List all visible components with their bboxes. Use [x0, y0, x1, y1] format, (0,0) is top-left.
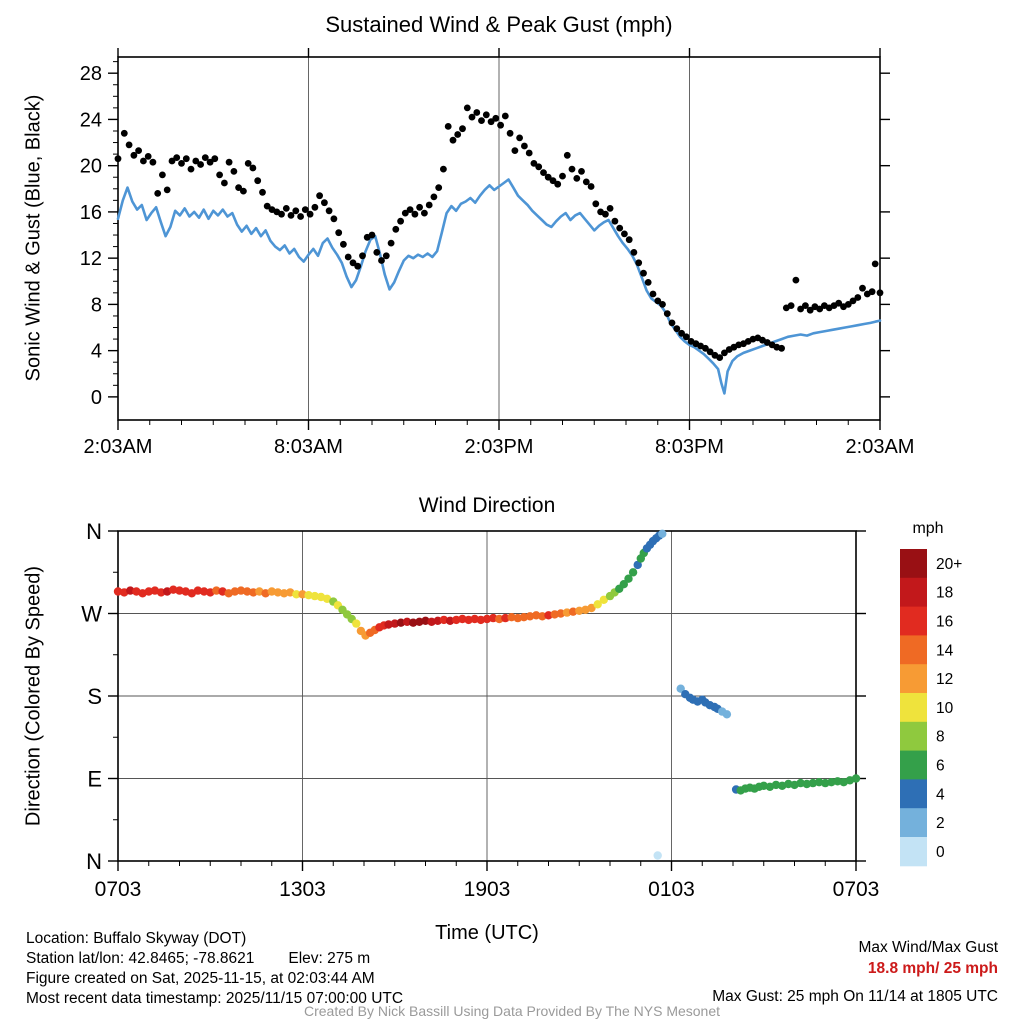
- svg-text:0703: 0703: [833, 878, 880, 901]
- svg-text:18: 18: [936, 585, 953, 602]
- svg-text:8:03PM: 8:03PM: [655, 436, 724, 458]
- svg-text:8: 8: [936, 729, 945, 746]
- footer-station: Station lat/lon: 42.8465; -78.8621: [26, 950, 255, 967]
- peak-gust-dots: [114, 104, 884, 361]
- svg-text:12: 12: [936, 671, 953, 688]
- svg-text:24: 24: [80, 109, 102, 131]
- svg-text:10: 10: [936, 700, 954, 717]
- svg-text:0103: 0103: [648, 878, 695, 901]
- svg-text:0: 0: [936, 844, 945, 861]
- time-axis-label: Time (UTC): [435, 922, 539, 944]
- svg-text:0703: 0703: [95, 878, 142, 901]
- svg-text:20+: 20+: [936, 556, 962, 573]
- svg-text:1303: 1303: [279, 878, 326, 901]
- svg-text:14: 14: [936, 642, 954, 659]
- svg-text:2: 2: [936, 815, 945, 832]
- svg-text:4: 4: [936, 786, 945, 803]
- svg-text:8:03AM: 8:03AM: [274, 436, 343, 458]
- footer-max-block: Max Wind/Max Gust 18.8 mph/ 25 mph Max G…: [712, 938, 998, 1007]
- max-wind-gust-label: Max Wind/Max Gust: [858, 939, 998, 956]
- top-y-axis-label: Sonic Wind & Gust (Blue, Black): [22, 94, 45, 382]
- footer-created: Figure created on Sat, 2025-11-15, at 02…: [26, 970, 375, 987]
- bottom-y-axis-label: Direction (Colored By Speed): [22, 565, 45, 827]
- footer-station-row: Station lat/lon: 42.8465; -78.8621 Elev:…: [26, 949, 403, 969]
- svg-text:28: 28: [80, 63, 102, 85]
- max-values: 18.8 mph/ 25 mph: [867, 960, 998, 977]
- footer-elevation: Elev: 275 m: [288, 950, 371, 967]
- max-gust-detail: Max Gust: 25 mph On 11/14 at 1805 UTC: [712, 988, 998, 1005]
- svg-text:2:03AM: 2:03AM: [84, 436, 153, 458]
- svg-text:16: 16: [936, 614, 953, 631]
- footer-timestamp: Most recent data timestamp: 2025/11/15 0…: [26, 990, 404, 1007]
- svg-text:12: 12: [80, 248, 102, 270]
- footer-info: Location: Buffalo Skyway (DOT) Station l…: [26, 929, 403, 1009]
- credit-line: Created By Nick Bassill Using Data Provi…: [303, 1003, 721, 1019]
- svg-text:2:03PM: 2:03PM: [465, 436, 534, 458]
- wind-gust-panel: 2:03AM 8:03AM 2:03PM 8:03PM 2:03AM 0 4 8 12 16 20 2…: [80, 48, 915, 458]
- svg-text:E: E: [87, 767, 102, 792]
- sustained-wind-line: [116, 178, 882, 395]
- svg-text:S: S: [87, 684, 102, 709]
- page-title: Sustained Wind & Peak Gust (mph): [325, 12, 673, 37]
- svg-text:N: N: [86, 519, 102, 544]
- svg-text:2:03AM: 2:03AM: [846, 436, 915, 458]
- svg-text:16: 16: [80, 202, 102, 224]
- direction-scatter: [113, 529, 861, 860]
- svg-text:6: 6: [936, 758, 945, 775]
- svg-text:4: 4: [91, 341, 102, 363]
- speed-colorbar: 20+ 18 16 14 12 10 8 6 4 2 0: [900, 549, 962, 867]
- colorbar-title: mph: [912, 520, 944, 537]
- wind-direction-panel: 0703 1303 1903 0103 0703 N W S E N: [81, 519, 879, 901]
- svg-text:8: 8: [91, 294, 102, 316]
- svg-text:N: N: [86, 849, 102, 874]
- direction-panel-title: Wind Direction: [418, 494, 556, 517]
- footer-location: Location: Buffalo Skyway (DOT): [26, 930, 247, 947]
- svg-text:W: W: [81, 602, 102, 627]
- svg-text:0: 0: [91, 387, 102, 409]
- svg-text:20: 20: [80, 156, 102, 178]
- svg-text:1903: 1903: [464, 878, 511, 901]
